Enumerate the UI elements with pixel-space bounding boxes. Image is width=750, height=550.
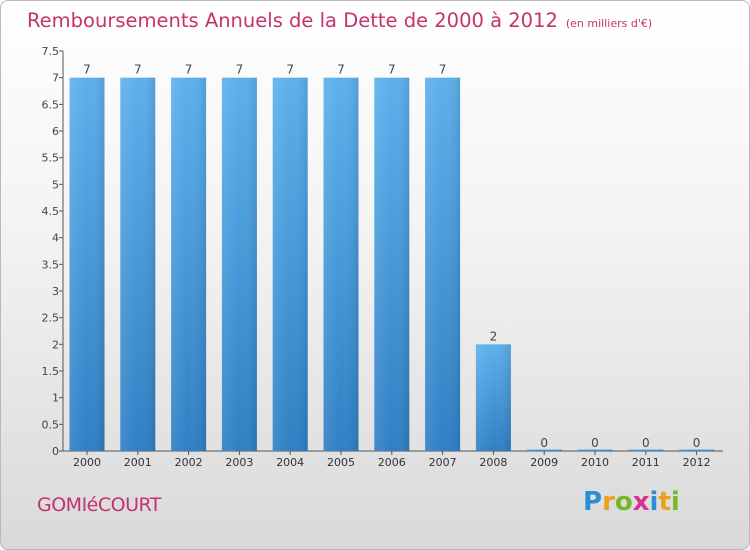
bar-shade	[120, 77, 156, 452]
x-axis: 2000 2001 2002 2003 2004 2005 2006 2007 2008 2009…	[63, 450, 723, 469]
y-tick-label: 1	[52, 392, 59, 405]
bar	[69, 77, 105, 452]
x-tick-label: 2006	[378, 456, 406, 469]
bar	[425, 77, 461, 452]
y-tick-label: 6.5	[42, 98, 60, 111]
data-label: 0	[591, 436, 599, 450]
logo-letter: P	[583, 487, 603, 517]
y-tick-label: 5.5	[42, 152, 60, 165]
x-tick-label: 2002	[175, 456, 203, 469]
data-label: 7	[134, 63, 142, 77]
data-label: 7	[236, 63, 244, 77]
y-tick-label: 7	[52, 72, 59, 85]
bar	[272, 77, 308, 452]
data-label: 7	[388, 63, 396, 77]
bar	[526, 449, 562, 451]
x-tick-label: 2008	[479, 456, 507, 469]
x-tick-label: 2009	[530, 456, 558, 469]
x-tick-label: 2004	[276, 456, 304, 469]
chart-title: Remboursements Annuels de la Dette de 20…	[27, 9, 652, 32]
y-tick-label: 0	[52, 445, 59, 458]
x-tick-label: 2000	[73, 456, 101, 469]
x-tick-label: 2007	[429, 456, 457, 469]
y-tick-label: 4	[52, 232, 59, 245]
data-label: 7	[439, 63, 447, 77]
bar-shade	[374, 77, 410, 452]
bar	[323, 77, 359, 452]
y-tick-label: 0.5	[42, 418, 60, 431]
proxiti-logo: Proxiti	[583, 487, 680, 517]
logo-letter: o	[614, 487, 633, 517]
x-tick-label: 2010	[581, 456, 609, 469]
data-label: 0	[642, 436, 650, 450]
logo-letter: r	[602, 487, 615, 517]
x-tick-label: 2001	[124, 456, 152, 469]
bar-shade	[272, 77, 308, 452]
y-axis: 0 0.5 1 1.5 2 2.5 3 3.5 4 4.5 5 5.5 6 6.5 7 7.5	[42, 45, 64, 458]
logo-letter: i	[649, 487, 659, 517]
bars	[69, 77, 715, 452]
bar-shade	[171, 77, 207, 452]
data-label: 7	[286, 63, 294, 77]
y-tick-label: 6	[52, 125, 59, 138]
y-tick-label: 5	[52, 178, 59, 191]
y-tick-label: 1.5	[42, 365, 60, 378]
logo-letter: x	[632, 487, 650, 517]
y-tick-label: 7.5	[42, 45, 60, 58]
bar-shade	[221, 77, 257, 452]
bar-shade	[628, 449, 664, 451]
data-label: 7	[185, 63, 193, 77]
data-label: 7	[83, 63, 91, 77]
data-label: 0	[693, 436, 701, 450]
bar-shade	[526, 449, 562, 451]
data-label: 7	[337, 63, 345, 77]
y-tick-label: 2.5	[42, 312, 60, 325]
chart-title-text: Remboursements Annuels de la Dette de 20…	[27, 9, 558, 32]
y-tick-label: 3.5	[42, 258, 60, 271]
bar-shade	[425, 77, 461, 452]
data-label: 0	[540, 436, 548, 450]
chart-unit-label: (en milliers d'€)	[565, 17, 653, 30]
bar	[120, 77, 156, 452]
bar	[679, 449, 715, 451]
logo-letter: t	[658, 487, 671, 517]
bar-shade	[323, 77, 359, 452]
bar	[475, 344, 511, 451]
x-tick-label: 2003	[225, 456, 253, 469]
x-tick-label: 2012	[683, 456, 711, 469]
commune-name: GOMIéCOURT	[37, 494, 161, 516]
x-tick-label: 2011	[632, 456, 660, 469]
bar	[221, 77, 257, 452]
bar	[628, 449, 664, 451]
bar	[374, 77, 410, 452]
bar	[171, 77, 207, 452]
bar-shade	[69, 77, 105, 452]
bar-shade	[475, 344, 511, 451]
y-tick-label: 2	[52, 338, 59, 351]
logo-letter: i	[670, 487, 680, 517]
data-label: 2	[490, 329, 498, 343]
x-tick-label: 2005	[327, 456, 355, 469]
bar-shade	[577, 449, 613, 451]
bar	[577, 449, 613, 451]
bar-shade	[679, 449, 715, 451]
y-tick-label: 3	[52, 285, 59, 298]
data-labels: 7 7 7 7 7 7 7 7 2 0 0 0 0	[83, 63, 700, 450]
y-tick-label: 4.5	[42, 205, 60, 218]
